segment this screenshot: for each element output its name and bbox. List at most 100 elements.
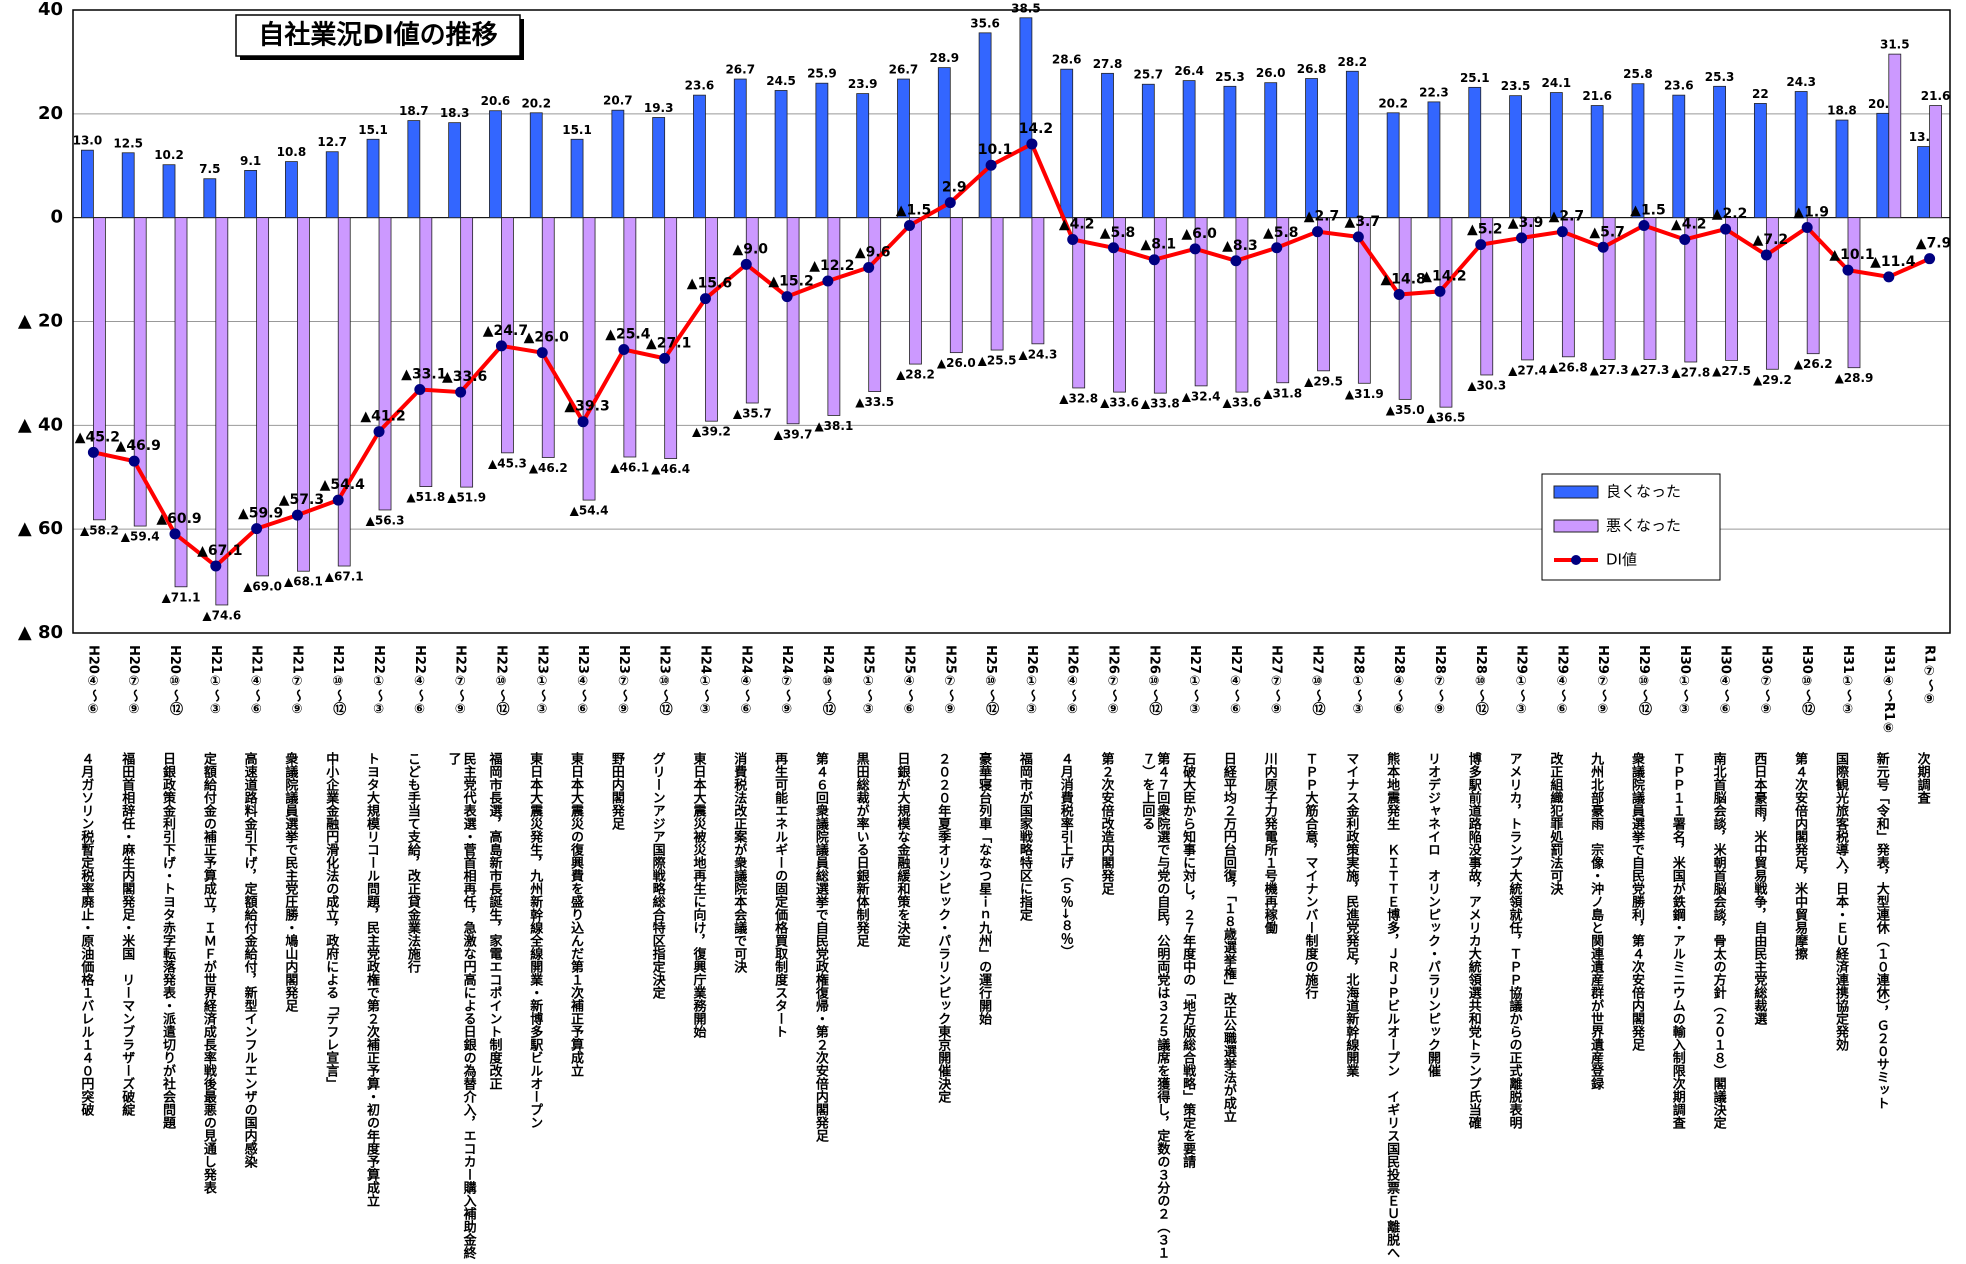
di-marker [1393,289,1405,301]
bar [582,217,596,501]
data-label: 20.2 [521,96,551,110]
data-label: 26.8 [1297,62,1327,76]
legend-swatch [1553,485,1599,499]
data-label: 35.6 [970,16,1000,30]
x-tick-label: H24①～③ [697,645,713,717]
bar [1223,85,1237,219]
bar [1060,68,1074,219]
di-marker [822,275,834,287]
data-label: 12.7 [317,135,347,149]
data-label: 25.3 [1215,70,1245,84]
event-label: 衆議院議員選挙で自民党勝利，第４次安倍内閣発足 [1628,752,1644,1051]
data-label: ▲15.6 [687,276,732,292]
di-marker [1924,253,1936,265]
bar [121,152,135,219]
chart: 自社業況DI値の推移 40 20 0 ▲ 20 ▲ 40 ▲ 60 ▲ 80 13.0 12.5… [18,0,1952,643]
data-label: ▲31.8 [1263,386,1302,400]
di-marker [1842,264,1854,276]
bar [827,217,841,416]
legend-label: 良くなった [1606,483,1681,501]
data-label: ▲67.1 [325,570,364,584]
bar [1317,217,1330,372]
x-tick-label: H28⑦～⑨ [1431,645,1447,717]
bar [1521,217,1534,361]
bar [337,217,351,567]
bar [1561,217,1575,358]
x-tick-label: H21⑦～⑨ [289,645,305,717]
bar [693,94,706,219]
event-label: 福田首相辞任・麻生内閣発足・米国 リーマンブラザーズ破綻 [119,752,135,1116]
data-label: 38.5 [1011,1,1041,15]
bar [489,110,502,219]
di-marker [455,386,467,398]
title-box [235,14,521,57]
bar [1806,217,1820,355]
bar [1101,72,1114,219]
data-label: ▲26.0 [524,330,570,346]
bar [570,138,584,219]
event-label: 東日本大震災被災地再生に向け，復興庁業務開始 [690,752,706,1038]
data-label: ▲2.7 [1304,209,1340,225]
event-label: 再生可能エネルギーの固定価格買取制度スタート [772,752,788,1038]
x-tick-label: H28⑩～⑫ [1472,645,1488,715]
data-label: ▲41.2 [360,409,405,425]
event-label: 定額給付金の補正予算成立，ＩＭＦが世界経済成長率戦後最悪の見通し発表 [200,752,216,1194]
di-marker [577,416,589,428]
bar [1468,86,1482,219]
data-label: ▲58.2 [80,523,119,537]
x-tick-label: H25⑦～⑨ [942,645,958,717]
event-label: 石破大臣から知事に対し，２７年度中の「地方版総合戦略」策定を要請 [1180,752,1196,1168]
data-label: ▲6.0 [1181,226,1217,242]
bar [133,217,147,527]
data-label: ▲32.8 [1059,391,1098,405]
bar [1276,217,1290,384]
x-tick-label: H29①～③ [1513,645,1529,717]
data-label: ▲1.9 [1793,205,1829,221]
bar [203,178,217,219]
di-marker [1026,138,1038,150]
data-label: ▲9.0 [732,241,768,257]
bar [623,217,637,458]
bar [1549,92,1563,219]
event-label: ４月消費税率引上げ（５％→８％） [1057,752,1073,958]
di-marker [1516,232,1528,244]
data-label: 25.8 [1623,67,1653,81]
data-label: 7.5 [199,162,220,176]
di-marker [128,455,140,467]
data-label: ▲5.2 [1467,222,1503,238]
event-label: グリーンアジア国際戦略総合特区指定決定 [649,752,665,999]
event-label: トヨタ大規模リコール問題，民主党政権で第２次補正予算・初の年度予算成立 [364,752,380,1207]
bar [705,217,718,422]
bar [1917,146,1930,219]
data-label: 25.7 [1134,68,1164,82]
bar [215,217,229,606]
di-marker [210,560,222,572]
data-label: ▲46.1 [610,461,649,475]
bar [1182,80,1196,219]
x-tick-label: H23⑩～⑫ [656,645,672,715]
bar [815,82,829,219]
bar [1753,103,1767,219]
data-label: ▲4.2 [1059,216,1095,232]
data-label: ▲51.8 [406,490,445,504]
event-label: マイナス金利政策実施，民進党発足，北海道新幹線開業 [1343,752,1359,1077]
data-label: ▲46.2 [529,461,568,475]
event-label: 福岡市長選，高島新市長誕生，家電エコポイント制度改正 [486,752,502,1090]
data-label: 20.6 [481,94,511,108]
x-tick-label: H26⑩～⑫ [1146,645,1162,715]
data-label: ▲69.0 [243,579,282,593]
bar [244,170,258,219]
data-label: ▲28.9 [1835,371,1874,385]
bar [1631,83,1645,219]
data-label: ▲57.3 [279,492,324,508]
x-tick-label: H30⑩～⑫ [1799,645,1815,715]
x-tick-label: H22⑩～⑫ [493,645,509,715]
x-tick-label: H30⑦～⑨ [1758,645,1774,717]
data-label: 10.8 [277,145,307,159]
data-label: ▲27.5 [1712,364,1751,378]
data-label: ▲5.7 [1589,224,1625,240]
legend-label: 悪くなった [1606,517,1681,535]
data-label: 23.6 [685,79,715,93]
di-marker [781,291,793,303]
